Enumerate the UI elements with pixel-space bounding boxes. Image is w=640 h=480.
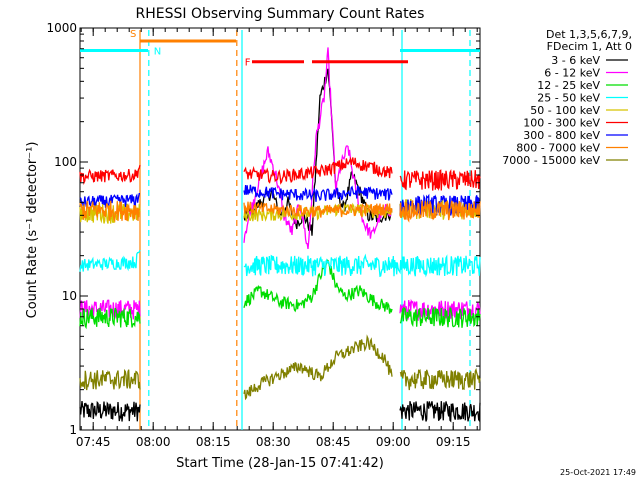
series-segment bbox=[399, 401, 481, 423]
x-tick-label: 08:00 bbox=[136, 435, 171, 449]
vertical-markers bbox=[139, 30, 471, 430]
y-tick-label: 1000 bbox=[46, 21, 77, 35]
x-tick-label: 08:15 bbox=[196, 435, 231, 449]
y-tick-label: 100 bbox=[54, 155, 77, 169]
legend-entry-label: 300 - 800 keV bbox=[523, 129, 600, 142]
series-6-12-kev bbox=[79, 47, 481, 323]
x-tick-label: 08:30 bbox=[256, 435, 291, 449]
legend-entry-label: 50 - 100 keV bbox=[530, 104, 600, 117]
flag-label: N bbox=[154, 46, 161, 57]
legend-entry-label: 6 - 12 keV bbox=[544, 67, 600, 80]
series-segment bbox=[79, 299, 141, 321]
series-segment bbox=[79, 164, 141, 186]
series-segment bbox=[243, 184, 393, 202]
series-segment bbox=[399, 298, 481, 323]
series-segment bbox=[243, 253, 481, 278]
x-axis-label: Start Time (28-Jan-15 07:41:42) bbox=[176, 456, 384, 471]
series-25-50-kev bbox=[79, 249, 481, 278]
legend-entry-label: 100 - 300 keV bbox=[523, 117, 600, 130]
series-segment bbox=[79, 249, 141, 272]
legend-entry-label: 7000 - 15000 keV bbox=[502, 154, 600, 167]
x-tick-label: 09:00 bbox=[376, 435, 411, 449]
x-tick-label: 09:15 bbox=[436, 435, 471, 449]
series-100-300-kev bbox=[79, 156, 481, 191]
series-layer bbox=[79, 47, 481, 423]
series-segment bbox=[399, 306, 481, 328]
series-segment bbox=[243, 156, 393, 185]
series-segment bbox=[79, 368, 141, 391]
timestamp: 25-Oct-2021 17:49 bbox=[560, 468, 636, 477]
plot-border bbox=[79, 27, 481, 431]
flag-bars: S N F bbox=[80, 29, 480, 69]
series-800-7000-kev bbox=[79, 200, 481, 223]
series-12-25-kev bbox=[79, 259, 481, 330]
series-segment bbox=[399, 169, 481, 191]
series-segment bbox=[243, 259, 393, 314]
series-segment bbox=[243, 47, 393, 249]
series-7000-15000-kev bbox=[79, 334, 481, 401]
flag-n: N bbox=[80, 46, 480, 57]
legend-entry-label: 800 - 7000 keV bbox=[516, 142, 600, 155]
legend-entry-label: 25 - 50 keV bbox=[537, 92, 600, 105]
series-segment bbox=[79, 200, 141, 223]
flag-s: S bbox=[130, 29, 236, 43]
x-tick-label: 08:45 bbox=[316, 435, 351, 449]
series-segment bbox=[79, 307, 141, 330]
series-segment bbox=[399, 200, 481, 223]
legend: Det 1,3,5,6,7,9,FDecim 1, Att 03 - 6 keV… bbox=[502, 28, 632, 167]
series-segment bbox=[243, 334, 393, 401]
axes: 1 10 100 1000 07:45 08:00 08:15 08:30 08:45 09:00… bbox=[46, 21, 480, 449]
y-tick-label: 10 bbox=[62, 289, 77, 303]
series-segment bbox=[399, 367, 481, 391]
plot-frame bbox=[79, 27, 481, 431]
y-tick-label: 1 bbox=[69, 423, 77, 437]
series-segment bbox=[243, 201, 393, 219]
flag-f: F bbox=[245, 58, 408, 69]
x-tick-label: 07:45 bbox=[76, 435, 111, 449]
y-axis-label: Count Rate (s⁻¹ detector⁻¹) bbox=[25, 142, 40, 319]
series-segment bbox=[79, 193, 140, 209]
legend-header-line: Det 1,3,5,6,7,9, bbox=[546, 28, 632, 41]
flag-label: F bbox=[245, 58, 251, 69]
series-segment bbox=[79, 400, 141, 422]
series-segment bbox=[243, 202, 393, 222]
flag-label: S bbox=[130, 29, 136, 40]
legend-entry-label: 3 - 6 keV bbox=[551, 54, 600, 67]
legend-header-line: FDecim 1, Att 0 bbox=[547, 40, 632, 53]
chart-title: RHESSI Observing Summary Count Rates bbox=[136, 6, 425, 22]
legend-entry-label: 12 - 25 keV bbox=[537, 79, 600, 92]
